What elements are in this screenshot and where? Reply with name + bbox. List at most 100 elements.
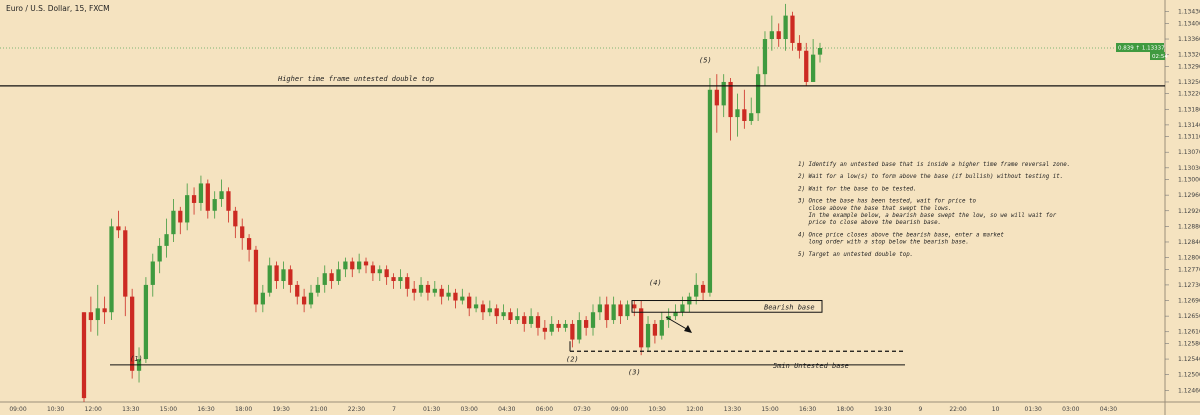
candle-body [109, 226, 114, 313]
x-tick-label: 10:30 [649, 406, 666, 413]
candle-body [597, 304, 603, 313]
candle-body [460, 296, 465, 301]
label-1: (1) [130, 355, 143, 363]
x-tick-label: 04:30 [1100, 406, 1117, 413]
candle-body [735, 109, 740, 118]
candle-body [700, 284, 706, 293]
untested-base-label: 5min Untested base [773, 362, 849, 370]
double-top-label: Higher time frame untested double top [277, 75, 434, 83]
y-tick-label: 1.12920 [1178, 208, 1200, 215]
last-price-text: 0.839 ↑ 1.13337 [1118, 45, 1165, 52]
candle-body [652, 323, 658, 336]
strategy-step-line: price to close above the bearish base. [798, 220, 941, 226]
candle-body [769, 31, 774, 40]
candle-body [171, 210, 176, 235]
candle-body [95, 308, 100, 321]
x-tick-label: 12:00 [85, 406, 102, 413]
x-tick-label: 10 [992, 406, 1000, 413]
candle-body [467, 296, 472, 309]
candle-body [240, 226, 245, 239]
y-tick-label: 1.12690 [1178, 298, 1200, 305]
y-tick-label: 1.13000 [1178, 177, 1200, 184]
y-tick-label: 1.13290 [1178, 63, 1200, 70]
strategy-step-line: 3) Once the base has been tested, wait f… [797, 199, 977, 205]
candle-body [226, 191, 231, 211]
candle-body [570, 323, 575, 340]
candle-body [659, 320, 664, 336]
candle-body [728, 81, 733, 118]
y-tick-label: 1.13110 [1178, 134, 1200, 141]
candle-body [418, 284, 424, 293]
x-tick-label: 13:30 [724, 406, 741, 413]
candle-body [804, 50, 809, 82]
x-tick-label: 22:30 [348, 406, 365, 413]
candle-body [528, 316, 534, 324]
candle-body [102, 308, 107, 313]
strategy-step-line: 2) Wait for a low(s) to form above the b… [798, 174, 1063, 180]
y-tick-label: 1.12650 [1178, 313, 1200, 320]
candle-body [432, 288, 437, 293]
candle-body [790, 15, 795, 43]
candle-body [384, 269, 389, 278]
time-axis[interactable]: 09:00 10:30 12:00 13:30 15:00 16:30 18:00 19:30… [9, 406, 1117, 413]
candle-body [281, 269, 286, 282]
candle-body [116, 226, 121, 231]
candle-body [714, 89, 719, 106]
candle-body [494, 308, 499, 317]
arrow-4-head [684, 325, 692, 333]
y-tick-label: 1.13430 [1178, 9, 1200, 16]
candle-body [164, 234, 169, 246]
candle-body [639, 308, 644, 348]
x-tick-label: 19:30 [273, 406, 290, 413]
candle-body [817, 48, 823, 55]
price-axis[interactable]: 1.13430 1.13400 1.13360 1.13320 1.13290 1.132… [1165, 9, 1200, 395]
x-tick-label: 13:30 [122, 406, 139, 413]
candle-body [274, 265, 279, 282]
x-tick-label: 12:00 [686, 406, 703, 413]
candle-body [632, 304, 637, 309]
x-tick-label: 01:30 [1025, 406, 1042, 413]
candle-body [150, 261, 155, 285]
candle-body [412, 288, 417, 293]
x-tick-label: 9 [918, 406, 922, 413]
strategy-step-line: long order with a stop below the bearish… [798, 240, 969, 246]
x-tick-label: 10:30 [47, 406, 64, 413]
candle-body [315, 284, 321, 293]
candle-body [370, 265, 376, 274]
x-tick-label: 15:00 [160, 406, 177, 413]
candle-body [357, 261, 362, 270]
candle-body [755, 74, 761, 114]
y-tick-label: 1.13250 [1178, 79, 1200, 86]
y-tick-label: 1.13220 [1178, 91, 1200, 98]
x-tick-label: 03:00 [461, 406, 478, 413]
candle-body [363, 261, 369, 266]
x-tick-label: 16:30 [799, 406, 816, 413]
label-3: (3) [628, 369, 641, 377]
candle-body [563, 323, 568, 328]
candle-body [577, 320, 582, 340]
candle-body [583, 320, 589, 328]
label-2: (2) [566, 355, 579, 363]
candle-body [625, 304, 630, 317]
candle-body [776, 31, 781, 40]
candle-body [590, 312, 596, 328]
x-tick-label: 09:00 [611, 406, 628, 413]
candle-body [446, 292, 451, 297]
x-tick-label: 19:30 [874, 406, 891, 413]
candle-body [88, 312, 94, 321]
candle-body [267, 265, 272, 293]
candle-body [301, 296, 307, 305]
candle-body [350, 261, 355, 270]
y-tick-label: 1.12730 [1178, 282, 1200, 289]
y-tick-label: 1.12960 [1178, 192, 1200, 199]
countdown-text: 02:54 [1152, 54, 1168, 60]
y-tick-label: 1.12610 [1178, 329, 1200, 336]
y-tick-label: 1.13320 [1178, 52, 1200, 59]
candle-body [480, 304, 486, 313]
x-tick-label: 06:00 [536, 406, 553, 413]
y-tick-label: 1.13400 [1178, 20, 1200, 27]
candle-body [680, 304, 685, 313]
